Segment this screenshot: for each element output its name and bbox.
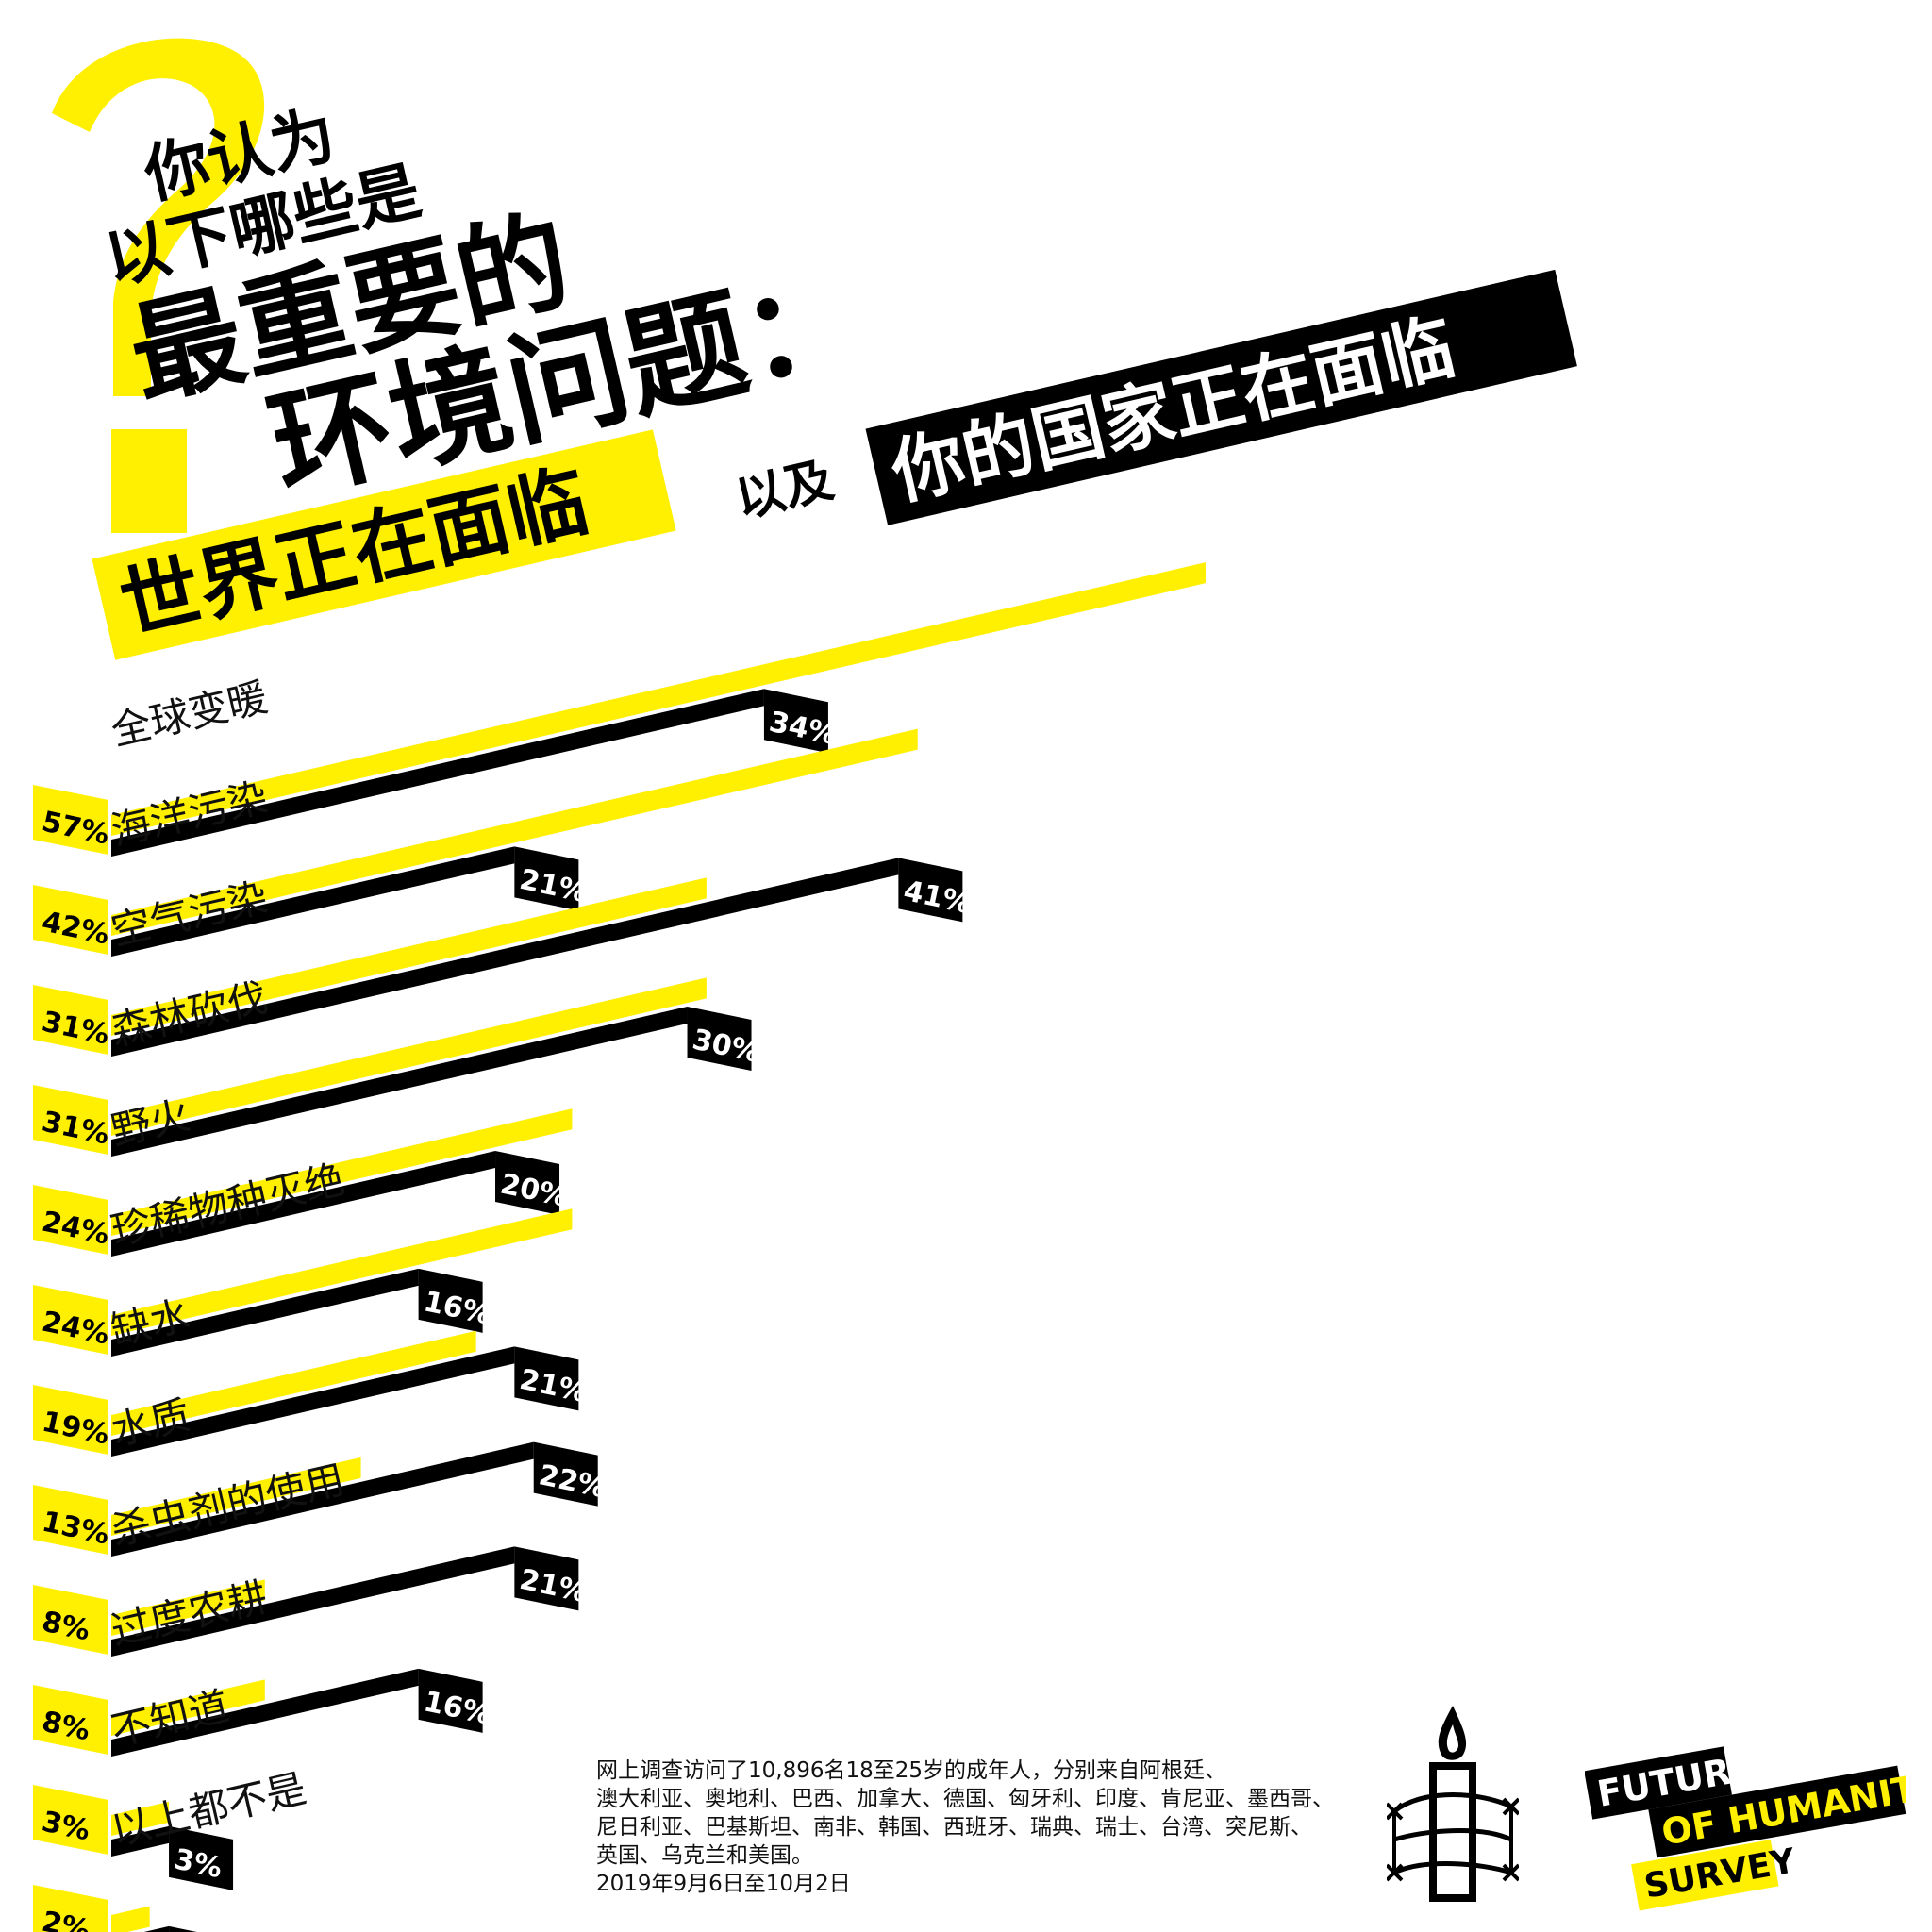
world-value-tag	[33, 1285, 108, 1355]
legend-country-swatch	[865, 269, 1577, 525]
world-bar	[111, 1679, 265, 1736]
country-bar	[143, 1925, 170, 1932]
world-bar	[111, 1330, 476, 1436]
world-bar	[111, 1457, 361, 1536]
country-bar	[111, 846, 515, 957]
world-value-tag	[33, 985, 108, 1055]
country-bar	[111, 1151, 496, 1257]
country-value-label: 21%	[517, 1563, 591, 1609]
world-value-tag	[33, 1885, 108, 1932]
category-label: 不知道	[107, 1683, 233, 1755]
country-value-tag	[514, 1346, 579, 1411]
country-value-label: 21%	[517, 863, 591, 909]
country-value-tag	[763, 689, 828, 754]
country-bar	[111, 1546, 515, 1657]
bars: 全球变暖57%34%海洋污染42%21%空气污染31%41%森林砍伐31%30%…	[33, 562, 1206, 1932]
world-bar	[111, 1579, 265, 1636]
world-bar	[111, 1906, 150, 1932]
category-label: 珍稀物种灭绝	[107, 1156, 349, 1254]
country-bar	[111, 1441, 534, 1557]
world-bar	[111, 1801, 170, 1836]
footnote: 网上调查访问了10,896名18至25岁的成年人，分别来自阿根廷、 澳大利亚、奥…	[596, 1757, 1334, 1898]
country-value-tag	[514, 1546, 579, 1611]
country-value-label: 16%	[421, 1685, 494, 1731]
footnote-line: 2019年9月6日至10月2日	[596, 1872, 851, 1896]
country-value-tag	[533, 1441, 598, 1507]
title: 你认为 以下哪些是 最重要的 环境问题：	[98, 98, 878, 520]
world-bar	[111, 562, 1206, 836]
world-value-tag	[33, 1585, 108, 1655]
world-value-tag	[33, 1685, 108, 1755]
country-value-tag	[687, 1007, 752, 1072]
country-value-tag	[169, 1925, 197, 1932]
country-bar	[111, 1668, 419, 1757]
world-value-tag	[33, 1785, 108, 1855]
category-label: 杀虫剂的使用	[107, 1456, 349, 1554]
country-value-label: 21%	[517, 1363, 591, 1409]
country-value-tag	[495, 1151, 560, 1216]
country-value-label: 22%	[536, 1458, 609, 1505]
world-value-tag	[33, 1185, 108, 1255]
category-label: 过度农耕	[107, 1574, 272, 1655]
amnesty-candle-icon	[1387, 1706, 1519, 1902]
category-label: 海洋污染	[107, 774, 272, 855]
country-value-label: 16%	[421, 1285, 494, 1331]
country-value-tag	[898, 858, 963, 923]
future-of-humanity-logo: FUTURE OF HUMANITY SURVEY	[1585, 1746, 1906, 1911]
category-label: 森林砍伐	[107, 974, 272, 1055]
world-value-tag	[33, 1085, 108, 1155]
footnote-line: 尼日利亚、巴基斯坦、南非、韩国、西班牙、瑞典、瑞士、台湾、突尼斯、	[596, 1815, 1312, 1840]
world-value-tag	[33, 1385, 108, 1455]
legend-connector: 以及	[730, 452, 839, 529]
country-value-label: 30%	[690, 1024, 763, 1070]
world-bar	[111, 1208, 573, 1336]
country-bar	[111, 1007, 688, 1157]
category-label: 全球变暖	[107, 674, 272, 755]
country-value-label: 34%	[766, 706, 840, 752]
country-value-tag	[418, 1268, 483, 1333]
category-label: 缺水	[107, 1291, 194, 1355]
world-bar	[111, 877, 707, 1036]
world-bar	[111, 1108, 573, 1236]
world-bar	[111, 977, 707, 1136]
world-bar	[111, 728, 918, 936]
country-value-tag	[418, 1668, 483, 1733]
world-value-tag	[33, 785, 108, 855]
footnote-line: 英国、乌克兰和美国。	[596, 1843, 813, 1868]
country-value-label: 41%	[901, 874, 974, 921]
country-value-tag	[514, 846, 579, 911]
category-label: 水质	[107, 1391, 194, 1455]
country-bar	[111, 1268, 419, 1357]
category-label: 空气污染	[107, 874, 272, 955]
country-value-tag	[169, 1825, 234, 1890]
world-value-tag	[33, 1485, 108, 1555]
legend-country: 你的国家正在面临	[865, 269, 1577, 525]
question-mark-icon	[52, 38, 265, 533]
footnote-line: 澳大利亚、奥地利、巴西、加拿大、德国、匈牙利、印度、肯尼亚、墨西哥、	[596, 1787, 1334, 1811]
world-value-tag	[33, 885, 108, 955]
country-bar	[111, 858, 899, 1057]
country-bar	[111, 689, 764, 857]
category-label: 野火	[107, 1091, 194, 1155]
legend-world-swatch	[92, 429, 676, 660]
country-bar	[111, 1825, 170, 1857]
country-bar	[111, 1346, 515, 1457]
footnote-line: 网上调查访问了10,896名18至25岁的成年人，分别来自阿根廷、	[596, 1758, 1227, 1783]
country-value-label: 20%	[497, 1168, 571, 1214]
